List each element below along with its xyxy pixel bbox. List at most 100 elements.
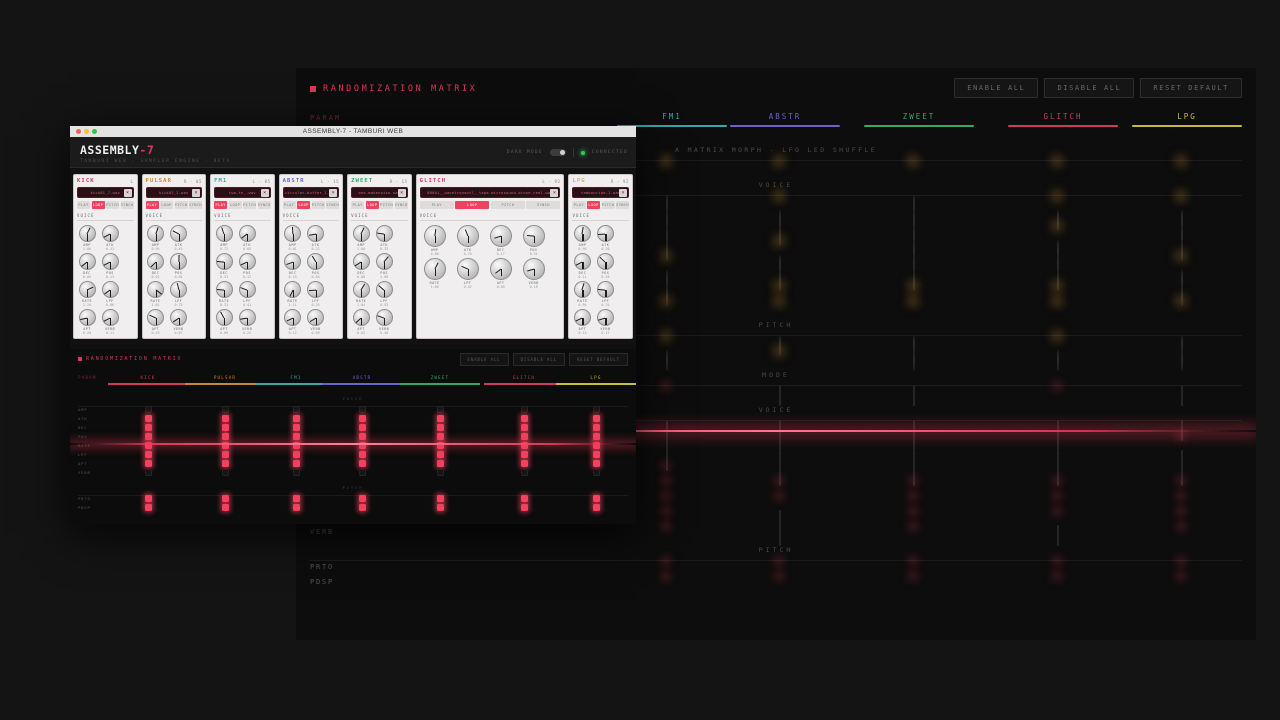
inner-matrix-cell[interactable] [144, 442, 152, 449]
knob-amp[interactable]: AMP 0.90 [572, 225, 592, 251]
bg-matrix-cell[interactable] [1056, 350, 1059, 371]
inner-matrix-cell[interactable] [144, 415, 152, 422]
knob-dial-icon[interactable] [284, 281, 302, 298]
inner-column-lpg[interactable]: LPG [556, 375, 636, 385]
knob-dial-icon[interactable] [489, 258, 512, 280]
inner-matrix-cell[interactable] [520, 415, 528, 422]
inner-matrix-cell[interactable] [520, 406, 528, 413]
sampler-slot-zweet[interactable]: ZWEET R - 15 one-makenoise.wav × PLAY LOOP PIT… [347, 174, 412, 339]
inner-disable-all-button[interactable]: DISABLE ALL [512, 353, 565, 366]
inner-matrix-cell[interactable] [221, 442, 229, 449]
bg-matrix-cell[interactable] [912, 465, 915, 486]
knob-dial-icon[interactable] [215, 253, 233, 270]
slot-file-field[interactable]: two-tn_.wav × [214, 187, 271, 198]
inner-matrix-cell[interactable] [436, 469, 444, 476]
knob-dial-icon[interactable] [238, 253, 256, 270]
knob-verb[interactable]: VERB 0.07 [169, 309, 189, 335]
knob-dec[interactable]: DEC 0.15 [283, 253, 303, 279]
bg-matrix-cell[interactable] [778, 510, 781, 531]
inner-matrix-cell[interactable] [436, 406, 444, 413]
mode-button-synch[interactable]: SYNCH [394, 201, 408, 209]
bg-matrix-cell[interactable] [778, 225, 781, 246]
mode-button-pitch[interactable]: PITCH [106, 201, 120, 209]
inner-matrix-cell[interactable] [520, 504, 528, 511]
close-icon[interactable]: × [397, 189, 406, 197]
knob-dial-icon[interactable] [101, 225, 119, 242]
knob-amp[interactable]: AMP 1.00 [351, 225, 371, 251]
sampler-slot-lpg[interactable]: LPG R - 92 tambouride-1.wav × PLAY LOOP PITCH S… [568, 174, 634, 339]
slot-file-field[interactable]: circular-buffer_1.wav × [282, 187, 340, 198]
knob-pos[interactable]: POS 0.31 [519, 225, 549, 256]
window-titlebar[interactable]: ASSEMBLY-7 - TAMBURI WEB [70, 126, 636, 137]
bg-matrix-cell[interactable] [1056, 465, 1059, 486]
knob-dec[interactable]: DEC 0.04 [77, 253, 97, 279]
knob-pos[interactable]: POS 0.55 [595, 253, 615, 279]
knob-verb[interactable]: VERB 0.18 [519, 258, 549, 289]
bg-matrix-cell[interactable] [665, 210, 668, 231]
disable-all-button[interactable]: DISABLE ALL [1044, 78, 1135, 98]
bg-matrix-cell[interactable] [1180, 240, 1183, 261]
sampler-slot-fm1[interactable]: FM1 L - 05 two-tn_.wav × PLAY LOOP PITCH SYNCH V… [210, 174, 275, 339]
knob-dial-icon[interactable] [456, 225, 479, 247]
knob-amp[interactable]: AMP 0.88 [420, 225, 450, 256]
bg-column-abstr[interactable]: ABSTR [730, 112, 840, 127]
mode-button-pitch[interactable]: PITCH [311, 201, 325, 209]
knob-dial-icon[interactable] [101, 281, 119, 298]
bg-matrix-cell[interactable] [1180, 285, 1183, 306]
knob-dial-icon[interactable] [573, 281, 591, 298]
mode-button-play[interactable]: PLAY [351, 201, 365, 209]
bg-matrix-cell[interactable] [912, 270, 915, 291]
knob-atk[interactable]: ATK 0.45 [169, 225, 189, 251]
inner-matrix-cell[interactable] [144, 469, 152, 476]
inner-matrix-cell[interactable] [520, 495, 528, 502]
inner-matrix-cell[interactable] [592, 460, 600, 467]
inner-matrix-cell[interactable] [520, 451, 528, 458]
inner-matrix-cell[interactable] [144, 451, 152, 458]
knob-dial-icon[interactable] [78, 225, 96, 242]
knob-pos[interactable]: POS 0.64 [306, 253, 326, 279]
knob-apt[interactable]: APT 0.12 [572, 309, 592, 335]
inner-matrix-cell[interactable] [144, 406, 152, 413]
inner-matrix-cell[interactable] [358, 433, 366, 440]
bg-matrix-cell[interactable] [778, 450, 781, 471]
bg-matrix-cell[interactable] [1056, 240, 1059, 261]
bg-column-fm1[interactable]: FM1 [617, 112, 727, 127]
bg-matrix-cell[interactable] [912, 335, 915, 356]
knob-dial-icon[interactable] [596, 309, 614, 326]
knob-lpf[interactable]: LPF 0.53 [374, 281, 394, 307]
knob-amp[interactable]: AMP 0.95 [146, 225, 166, 251]
sampler-slot-glitch[interactable]: GLITCH L - 92 00001__wavetronavtl__tape-mi… [415, 174, 565, 339]
inner-matrix-cell[interactable] [292, 433, 300, 440]
knob-pos[interactable]: POS 0.11 [100, 253, 120, 279]
mode-button-synch[interactable]: SYNCH [257, 201, 271, 209]
inner-matrix-cell[interactable] [144, 433, 152, 440]
bg-column-zweet[interactable]: ZWEET [864, 112, 974, 127]
knob-dial-icon[interactable] [307, 253, 325, 270]
inner-matrix-cell[interactable] [221, 406, 229, 413]
bg-matrix-cell[interactable] [912, 255, 915, 276]
mode-button-synch[interactable]: SYNCH [616, 201, 630, 209]
slot-file-field[interactable]: kick01_7.wav × [77, 187, 134, 198]
knob-verb[interactable]: VERB 0.40 [374, 309, 394, 335]
inner-matrix-cell[interactable] [520, 424, 528, 431]
knob-dial-icon[interactable] [147, 309, 165, 326]
knob-dial-icon[interactable] [423, 225, 446, 247]
knob-amp[interactable]: AMP 0.72 [214, 225, 234, 251]
bg-matrix-cell[interactable] [1056, 255, 1059, 276]
inner-matrix-cell[interactable] [144, 460, 152, 467]
inner-column-fm1[interactable]: FM1 [256, 375, 336, 385]
inner-matrix-cell[interactable] [520, 469, 528, 476]
inner-matrix-cell[interactable] [592, 495, 600, 502]
slot-file-field[interactable]: tambouride-1.wav × [572, 187, 630, 198]
bg-matrix-cell[interactable] [912, 195, 915, 216]
knob-atk[interactable]: ATK 0.22 [306, 225, 326, 251]
mode-button-loop[interactable]: LOOP [587, 201, 601, 209]
knob-dec[interactable]: DEC 0.17 [486, 225, 516, 256]
knob-dial-icon[interactable] [352, 309, 370, 326]
mode-button-play[interactable]: PLAY [282, 201, 296, 209]
inner-column-abstr[interactable]: ABSTR [322, 375, 402, 385]
sampler-slot-abstr[interactable]: ABSTR L - 15 circular-buffer_1.wav × PLAY LOO… [278, 174, 344, 339]
knob-dial-icon[interactable] [489, 225, 512, 247]
inner-matrix-cell[interactable] [221, 433, 229, 440]
